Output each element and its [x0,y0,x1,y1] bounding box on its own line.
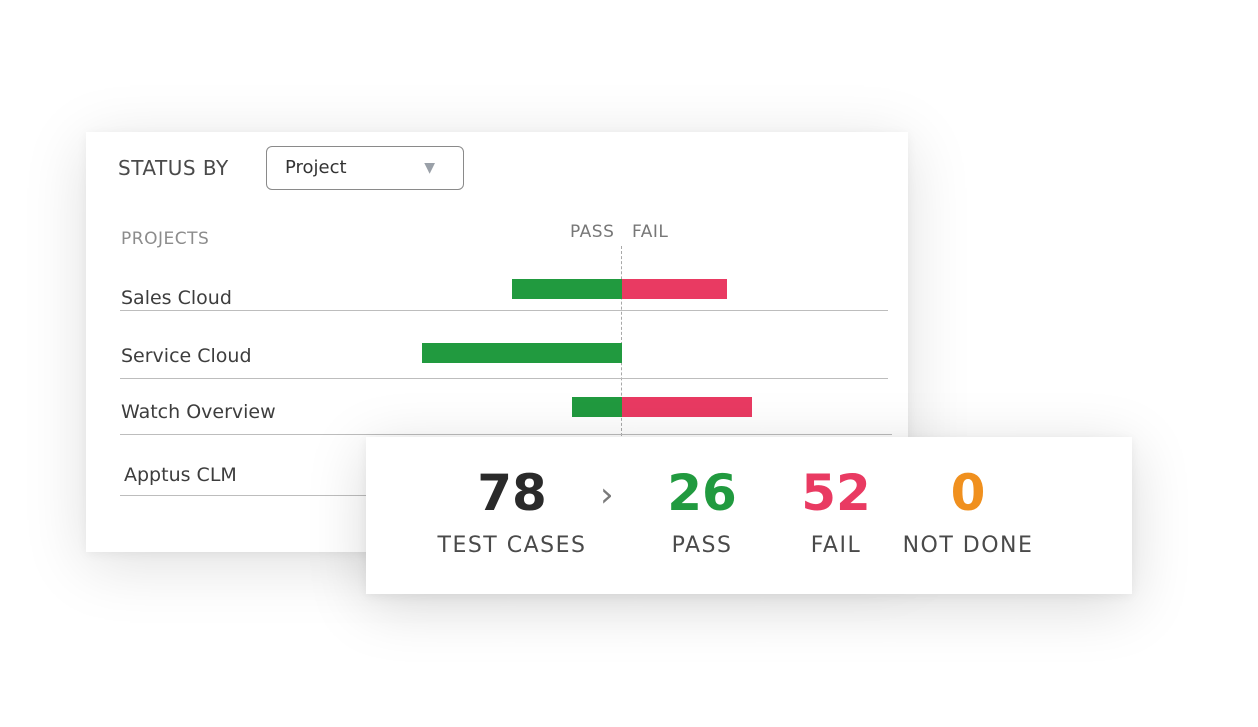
pass-fail-divider [621,246,622,436]
not-done-label: NOT DONE [902,533,1034,558]
not-done-count: 0 [950,464,986,522]
stat-total: 78 TEST CASES [432,463,592,558]
total-label: TEST CASES [437,533,587,558]
pass-count: 26 [667,464,737,522]
chevron-right-icon: › [600,475,614,515]
pass-bar-watch-overview [572,397,622,417]
fail-bar-sales-cloud [622,279,727,299]
project-name-apptus-clm[interactable]: Apptus CLM [124,464,237,486]
fail-count: 52 [801,464,871,522]
fail-column-header: FAIL [632,222,669,242]
row-divider [120,434,892,435]
pass-bar-sales-cloud [512,279,622,299]
pass-column-header: PASS [570,222,615,242]
pass-label: PASS [671,533,733,558]
chevron-down-icon: ▼ [424,160,435,176]
status-by-dropdown[interactable]: Project ▼ [266,146,464,190]
total-count: 78 [477,464,547,522]
projects-column-header: PROJECTS [121,229,210,249]
summary-card: 78 TEST CASES › 26 PASS 52 FAIL 0 NOT DO… [366,437,1132,594]
project-name-watch-overview[interactable]: Watch Overview [121,401,276,423]
pass-bar-service-cloud [422,343,622,363]
stat-pass: 26 PASS [652,463,752,558]
project-name-sales-cloud[interactable]: Sales Cloud [121,287,232,309]
fail-label: FAIL [810,533,862,558]
row-divider [120,495,370,496]
fail-bar-watch-overview [622,397,752,417]
row-divider [120,310,888,311]
status-by-label: STATUS BY [118,156,229,180]
stat-not-done: 0 NOT DONE [898,463,1038,558]
dropdown-selected-value: Project [285,157,347,178]
stat-fail: 52 FAIL [786,463,886,558]
row-divider [120,378,888,379]
project-name-service-cloud[interactable]: Service Cloud [121,345,252,367]
